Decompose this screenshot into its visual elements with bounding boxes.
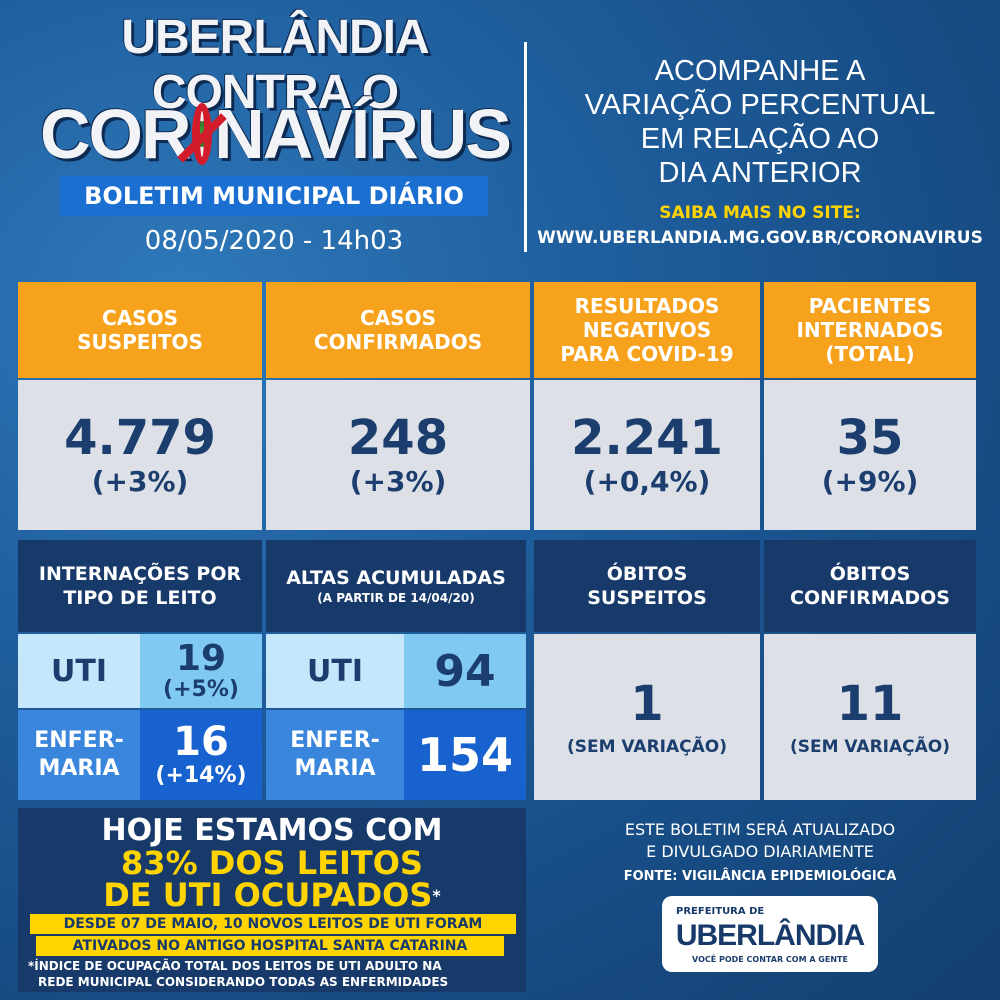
header-divider bbox=[524, 42, 527, 252]
header-line: CONFIRMADOS bbox=[790, 587, 950, 609]
explainer-line1: ACOMPANHE A bbox=[654, 55, 866, 87]
occupancy-line3: DE UTI OCUPADOS * bbox=[18, 876, 526, 914]
stat-change: (+3%) bbox=[349, 465, 447, 498]
occupancy-line1: HOJE ESTAMOS COM bbox=[101, 812, 443, 848]
header-altas: ALTAS ACUMULADAS (A PARTIR DE 14/04/20) bbox=[266, 540, 526, 632]
subtitle-banner: BOLETIM MUNICIPAL DIÁRIO bbox=[60, 176, 488, 216]
header-line: CASOS bbox=[360, 306, 436, 330]
value-casos-suspeitos: 4.779 (+3%) bbox=[18, 380, 262, 530]
logo-tagline: VOCÊ PODE CONTAR COM A GENTE bbox=[692, 954, 848, 964]
altas-enf-value: 154 bbox=[404, 710, 526, 800]
header-resultados-negativos: RESULTADOS NEGATIVOS PARA COVID-19 bbox=[534, 282, 760, 378]
header-line: RESULTADOS bbox=[574, 294, 720, 318]
header-internacoes: INTERNAÇÕES POR TIPO DE LEITO bbox=[18, 540, 262, 632]
occupancy-panel bbox=[18, 808, 526, 992]
info-line: E DIVULGADO DIARIAMENTE bbox=[646, 842, 874, 861]
header-line: (TOTAL) bbox=[825, 342, 915, 366]
info-line: ESTE BOLETIM SERÁ ATUALIZADO bbox=[624, 820, 896, 839]
bulletin-datetime: 08/05/2020 - 14h03 bbox=[144, 226, 404, 256]
label-line: ENFER- bbox=[34, 728, 124, 753]
header-subline: (A PARTIR DE 14/04/20) bbox=[317, 591, 475, 605]
occupancy-footnote: *ÍNDICE DE OCUPAÇÃO TOTAL DOS LEITOS DE … bbox=[28, 958, 518, 992]
obitos-count: 1 bbox=[630, 676, 664, 732]
new-beds-bar2: ATIVADOS NO ANTIGO HOSPITAL SANTA CATARI… bbox=[36, 936, 504, 956]
value-casos-confirmados: 248 (+3%) bbox=[266, 380, 530, 530]
update-info: ESTE BOLETIM SERÁ ATUALIZADO E DIVULGADO… bbox=[560, 818, 960, 864]
new-beds-bar1: DESDE 07 DE MAIO, 10 NOVOS LEITOS DE UTI… bbox=[30, 914, 516, 934]
header-line: SUSPEITOS bbox=[77, 330, 203, 354]
title-part-a: COR bbox=[40, 95, 192, 173]
variation-explainer: ACOMPANHE A VARIAÇÃO PERCENTUAL EM RELAÇ… bbox=[535, 52, 985, 192]
header-line: ÓBITOS bbox=[829, 563, 911, 585]
stat-value: 2.241 bbox=[571, 410, 723, 466]
title-line1: UBERLÂNDIA CONTRA O bbox=[121, 11, 429, 119]
header-obitos-suspeitos: ÓBITOS SUSPEITOS bbox=[534, 540, 760, 632]
value-obitos-suspeitos: 1 (SEM VARIAÇÃO) bbox=[534, 634, 760, 800]
site-url[interactable]: WWW.UBERLANDIA.MG.GOV.BR/CORONAVIRUS bbox=[537, 228, 983, 248]
title-line2: COR NAVÍRUS bbox=[40, 94, 512, 174]
label-line: MARIA bbox=[38, 756, 120, 781]
asterisk: * bbox=[432, 885, 441, 905]
header-line: CASOS bbox=[102, 306, 178, 330]
title-part-b: NAVÍRUS bbox=[214, 95, 512, 173]
header-line: NEGATIVOS bbox=[582, 318, 712, 342]
occupancy-line2: 83% DOS LEITOS bbox=[121, 844, 423, 882]
enf-change: (+14%) bbox=[155, 763, 247, 788]
source-line: FONTE: VIGILÂNCIA EPIDEMIOLÓGICA bbox=[623, 868, 897, 884]
uti-count: 19 bbox=[175, 638, 227, 679]
footnote-line: REDE MUNICIPAL CONSIDERANDO TODAS AS ENF… bbox=[38, 975, 449, 989]
stat-change: (+0,4%) bbox=[583, 465, 711, 498]
value-resultados-negativos: 2.241 (+0,4%) bbox=[534, 380, 760, 530]
header-line: PARA COVID-19 bbox=[560, 342, 734, 366]
altas-uti-label: UTI bbox=[266, 634, 404, 708]
footnote-line: *ÍNDICE DE OCUPAÇÃO TOTAL DOS LEITOS DE … bbox=[28, 959, 442, 973]
header-line: INTERNADOS bbox=[796, 318, 944, 342]
header-line: CONFIRMADOS bbox=[313, 330, 483, 354]
stat-value: 4.779 bbox=[64, 410, 216, 466]
saiba-mais: SAIBA MAIS NO SITE: bbox=[659, 203, 861, 223]
obitos-count: 11 bbox=[836, 676, 904, 732]
explainer-line4: DIA ANTERIOR bbox=[658, 157, 862, 189]
header-pacientes-internados: PACIENTES INTERNADOS (TOTAL) bbox=[764, 282, 976, 378]
obitos-note: (SEM VARIAÇÃO) bbox=[566, 737, 728, 757]
stat-change: (+3%) bbox=[91, 465, 189, 498]
logo-top-text: PREFEITURA DE bbox=[676, 906, 765, 917]
obitos-note: (SEM VARIAÇÃO) bbox=[789, 737, 951, 757]
internacoes-uti-value: 19 (+5%) bbox=[140, 634, 262, 708]
logo-main-text: UBERLÂNDIA bbox=[675, 919, 865, 952]
uti-change: (+5%) bbox=[163, 677, 239, 702]
internacoes-uti-label: UTI bbox=[18, 634, 140, 708]
label-line: ENFER- bbox=[290, 728, 380, 753]
occupancy-line3-text: DE UTI OCUPADOS bbox=[103, 876, 433, 914]
header-line: INTERNAÇÕES POR bbox=[38, 563, 242, 585]
internacoes-enf-value: 16 (+14%) bbox=[140, 710, 262, 800]
prefeitura-logo bbox=[662, 896, 878, 972]
value-obitos-confirmados: 11 (SEM VARIAÇÃO) bbox=[764, 634, 976, 800]
header-line: TIPO DE LEITO bbox=[63, 587, 217, 609]
header-line: ALTAS ACUMULADAS bbox=[286, 567, 506, 589]
header-casos-suspeitos: CASOS SUSPEITOS bbox=[18, 282, 262, 378]
header-line: SUSPEITOS bbox=[587, 587, 707, 609]
internacoes-enf-label: ENFER- MARIA bbox=[18, 710, 140, 800]
virus-prohibited-icon bbox=[191, 103, 213, 165]
enf-count: 16 bbox=[173, 719, 229, 765]
header-casos-confirmados: CASOS CONFIRMADOS bbox=[266, 282, 530, 378]
label-line: MARIA bbox=[294, 756, 376, 781]
header-line: PACIENTES bbox=[808, 294, 932, 318]
explainer-line2: VARIAÇÃO PERCENTUAL bbox=[584, 89, 936, 121]
header-obitos-confirmados: ÓBITOS CONFIRMADOS bbox=[764, 540, 976, 632]
explainer-line3: EM RELAÇÃO AO bbox=[640, 123, 880, 155]
altas-enf-label: ENFER- MARIA bbox=[266, 710, 404, 800]
value-pacientes-internados: 35 (+9%) bbox=[764, 380, 976, 530]
header-line: ÓBITOS bbox=[606, 563, 688, 585]
stat-value: 35 bbox=[836, 410, 904, 466]
stat-change: (+9%) bbox=[821, 465, 919, 498]
stat-value: 248 bbox=[347, 410, 449, 466]
altas-uti-value: 94 bbox=[404, 634, 526, 708]
